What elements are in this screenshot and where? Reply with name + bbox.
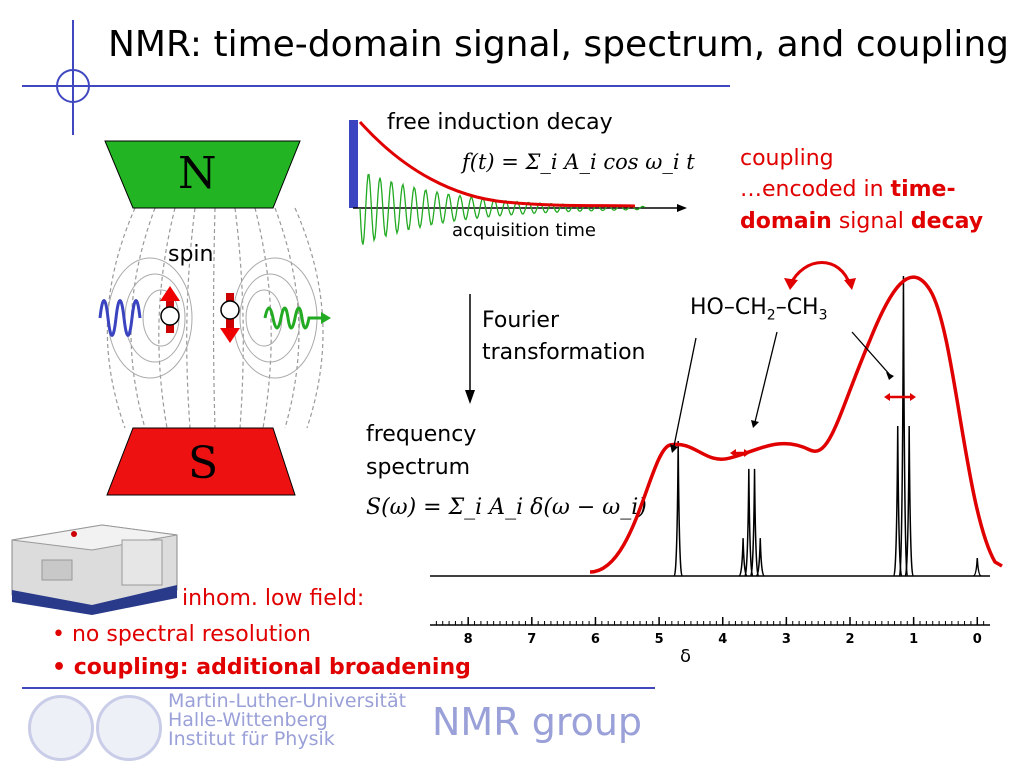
lowfield-bullets: • no spectral resolution • coupling: add… (52, 618, 471, 684)
south-pole (106, 427, 296, 496)
spectrum-peak-ref (973, 557, 982, 577)
nmr-spectrum-chart: 8 7 6 5 4 3 2 1 0 (430, 261, 1003, 647)
x-tick-label: 5 (655, 632, 664, 647)
university-seal-left (28, 695, 94, 761)
north-pole (104, 140, 301, 209)
x-tick-label: 6 (591, 632, 600, 647)
benchtop-spectrometer-image (11, 524, 178, 615)
spectrum-peak-ch3 (904, 425, 914, 577)
spectrum-label-line2: spectrum (366, 455, 471, 480)
bullet-marker: • (52, 622, 72, 647)
emitted-signal-wave (263, 306, 323, 330)
university-seal-right (96, 695, 162, 761)
delta-axis-label: δ (680, 646, 692, 667)
south-label: S (188, 438, 219, 489)
x-tick-label: 8 (464, 632, 473, 647)
spin-label: spin (168, 242, 214, 267)
spin-up-arrow (160, 286, 180, 333)
spectrum-peak-ch2 (744, 468, 754, 577)
x-tick-label: 4 (718, 632, 727, 647)
fid-label: free induction decay (387, 110, 613, 135)
bullet-item-1: • no spectral resolution (52, 622, 311, 647)
fid-x-label: acquisition time (452, 220, 597, 241)
spectrum-formula: S(ω) = Σ_i A_i δ(ω − ω_i) (366, 495, 647, 520)
x-tick-label: 7 (527, 632, 536, 647)
spin-down-arrow (220, 293, 240, 343)
spectrum-peak-ch3 (898, 275, 909, 577)
molecule-formula: HO–CH2–CH3 (690, 295, 828, 324)
magnet-diagram (98, 140, 331, 496)
footer-institution: Martin-Luther-Universität Halle-Wittenbe… (168, 690, 407, 750)
x-tick-label: 2 (845, 632, 854, 647)
coupling-line2: …encoded in time- (740, 177, 956, 202)
coupling-line3: domain signal decay (740, 209, 984, 234)
coupling-arc (788, 261, 852, 286)
rf-excitation-wave (98, 299, 142, 337)
bullet-marker: • (52, 655, 74, 680)
broadened-envelope (589, 275, 1003, 574)
fid-envelope (358, 120, 636, 208)
fourier-line1: Fourier (482, 308, 560, 333)
fid-formula: f(t) = Σ_i A_i cos ω_i t (462, 150, 695, 174)
x-tick-label: 0 (973, 632, 982, 647)
fourier-line2: transformation (482, 340, 646, 365)
bullet-item-2: • coupling: additional broadening (52, 655, 471, 680)
spectrum-peak-oh (673, 440, 683, 577)
field-lines (106, 207, 324, 429)
slide-title: NMR: time-domain signal, spectrum, and c… (108, 24, 1010, 65)
north-label: N (178, 148, 217, 199)
spectrum-peak-ch2 (755, 538, 766, 577)
assignment-arrows (673, 331, 891, 447)
lowfield-heading: inhom. low field: (182, 586, 365, 611)
spectrum-label-line1: frequency (366, 422, 477, 447)
x-tick-label: 3 (782, 632, 791, 647)
spectrum-peak-ch3 (892, 425, 903, 577)
coupling-heading: coupling (740, 146, 834, 171)
fid-plot (349, 120, 687, 245)
spectrum-peak-ch2 (749, 468, 760, 577)
fourier-arrow (465, 294, 475, 404)
x-tick-label: 1 (909, 632, 918, 647)
footer-group-name: NMR group (432, 700, 643, 744)
fid-pulse (349, 120, 358, 208)
